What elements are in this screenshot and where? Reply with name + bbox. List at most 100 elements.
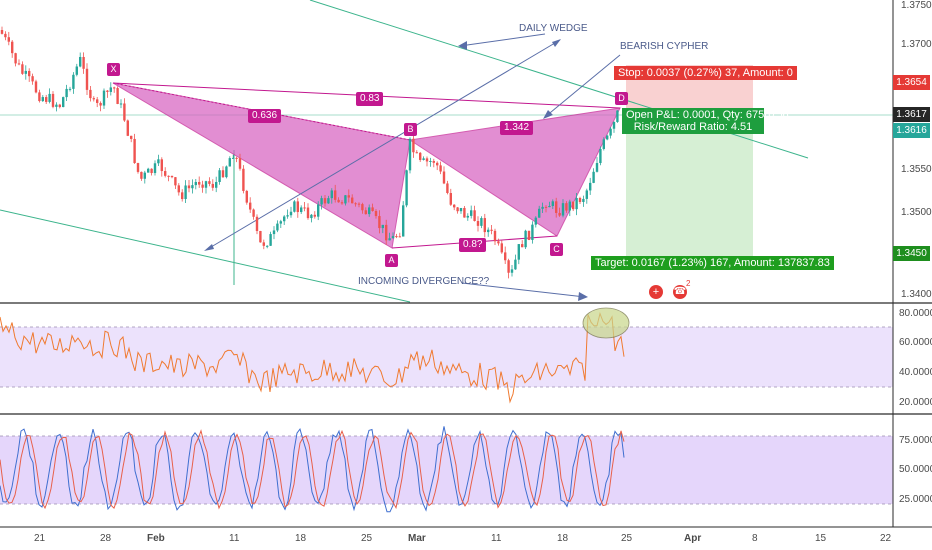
candle-body	[463, 207, 466, 218]
bearish-cypher-arrow	[544, 54, 621, 118]
candle-body	[157, 159, 160, 164]
ratio-bd-label[interactable]: 1.342	[500, 121, 534, 135]
point-b-label[interactable]: B	[404, 123, 417, 136]
candle-body	[449, 193, 452, 205]
candle-body	[143, 172, 146, 179]
xb-line	[112, 82, 411, 141]
candle-body	[215, 182, 218, 188]
stop-price-marker[interactable]: 1.3654	[893, 75, 930, 90]
risk-reward-label: Risk/Reward Ratio: 4.51	[633, 121, 753, 133]
add-alert-button[interactable]: +	[649, 285, 663, 299]
candle-body	[48, 93, 51, 102]
bearish-cypher-label[interactable]: BEARISH CYPHER	[620, 41, 709, 52]
candle-body	[357, 203, 361, 205]
rsi-line[interactable]	[0, 311, 625, 404]
candle-body	[232, 157, 235, 159]
stoch-tick: 25.0000	[899, 494, 932, 505]
point-a-label[interactable]: A	[385, 254, 398, 267]
candle-body	[585, 190, 588, 199]
candle-body	[388, 238, 391, 241]
candle-body	[606, 135, 609, 140]
candle-body	[276, 223, 279, 231]
ratio-xd-label[interactable]: 0.83	[356, 92, 384, 106]
time-tick: Feb	[147, 533, 165, 544]
candle-body	[7, 37, 10, 42]
target-zone	[626, 113, 753, 256]
candle-body	[527, 230, 531, 240]
wedge-line-arrowhead-end	[552, 39, 561, 47]
candle-body	[153, 163, 157, 174]
candle-body	[313, 214, 316, 217]
lower-trendline[interactable]	[0, 209, 411, 303]
candle-body	[398, 236, 401, 238]
candle-body	[85, 68, 89, 90]
candle-body	[201, 184, 204, 188]
candle-body	[425, 158, 429, 162]
candle-body	[551, 201, 554, 206]
candle-body	[164, 171, 167, 176]
incoming-divergence-label[interactable]: INCOMING DIVERGENCE??	[358, 276, 490, 287]
target-label[interactable]: Target: 0.0167 (1.23%) 167, Amount: 1378…	[591, 256, 834, 270]
candle-body	[578, 198, 582, 202]
price-tick: 1.3700	[901, 39, 932, 50]
ratio-ac-label[interactable]: 0.8?	[459, 238, 487, 252]
price-tick: 1.3500	[901, 207, 932, 218]
rsi-pane[interactable]	[0, 307, 893, 404]
candle-body	[381, 224, 384, 229]
target-price-marker[interactable]: 1.3450	[893, 246, 930, 261]
time-tick: 15	[815, 533, 827, 544]
candle-body	[262, 242, 265, 246]
candle-body	[456, 207, 459, 212]
candle-body	[113, 87, 116, 89]
candle-body	[544, 206, 548, 208]
candle-body	[65, 88, 68, 98]
candle-body	[184, 185, 187, 200]
stoch-d-line[interactable]	[0, 429, 625, 510]
divergence-highlight[interactable]	[582, 307, 630, 339]
entry-price-marker[interactable]: 1.3616	[893, 123, 930, 138]
stoch-band	[0, 436, 893, 504]
candle-body	[116, 88, 119, 104]
candle-body	[517, 244, 520, 260]
rsi-tick: 60.0000	[899, 337, 932, 348]
candle-body	[317, 204, 320, 217]
candle-body	[395, 236, 398, 238]
daily-wedge-label[interactable]: DAILY WEDGE	[519, 23, 588, 34]
time-tick: 18	[557, 533, 569, 544]
pattern-triangle-xab[interactable]	[112, 82, 411, 249]
candle-body	[198, 181, 201, 185]
candle-body	[228, 158, 231, 167]
candle-body	[572, 201, 575, 210]
time-tick: 11	[491, 533, 502, 544]
candle-body	[602, 139, 605, 149]
candle-body	[208, 181, 211, 184]
candle-body	[133, 138, 136, 164]
wedge-line[interactable]	[205, 39, 561, 251]
candlestick-series[interactable]	[0, 26, 619, 279]
candle-body	[45, 97, 48, 102]
point-c-label[interactable]: C	[550, 243, 563, 256]
price-pane[interactable]	[0, 0, 893, 303]
candle-body	[92, 98, 95, 100]
stoch-k-line[interactable]	[0, 426, 625, 513]
rsi-tick: 20.0000	[899, 397, 932, 408]
stop-label[interactable]: Stop: 0.0037 (0.27%) 37, Amount: 0	[614, 66, 797, 80]
candle-body	[174, 177, 177, 186]
candle-body	[225, 166, 228, 178]
candle-body	[521, 244, 524, 248]
candle-body	[385, 224, 388, 241]
stoch-pane[interactable]	[0, 426, 893, 513]
alert-bell-button[interactable]: ☎	[673, 285, 687, 299]
candle-body	[534, 217, 537, 225]
bearish-cypher-arrowhead	[543, 110, 553, 119]
point-d-label[interactable]: D	[615, 92, 628, 105]
candle-body	[181, 192, 184, 200]
last-price-marker[interactable]: 1.3617	[893, 107, 930, 122]
point-x-label[interactable]: X	[107, 63, 120, 76]
candle-body	[106, 90, 109, 92]
time-tick: 25	[361, 533, 373, 544]
ratio-xb-label[interactable]: 0.636	[248, 109, 282, 123]
candle-body	[334, 190, 337, 200]
pnl-box[interactable]: Open P&L: 0.0001, Qty: 6756756 Risk/Rewa…	[622, 108, 789, 134]
